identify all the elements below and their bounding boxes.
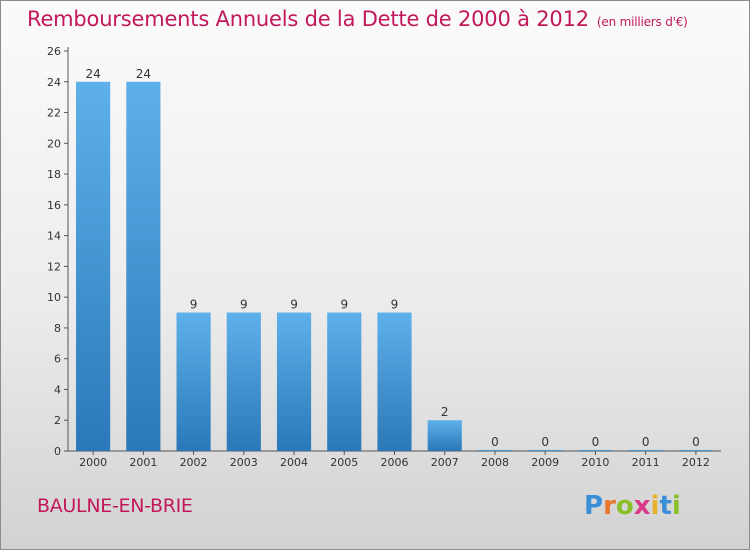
- logo-letter: x: [633, 491, 651, 521]
- proxiti-logo: Proxiti: [584, 491, 681, 521]
- y-tick-label: 0: [54, 445, 61, 458]
- y-tick-label: 10: [47, 291, 61, 304]
- bar-value-label: 0: [642, 435, 650, 449]
- x-tick-label: 2005: [330, 456, 358, 469]
- bar-value-label: 9: [240, 298, 248, 312]
- y-tick-label: 18: [47, 168, 61, 181]
- bar: [578, 450, 613, 451]
- bar-value-label: 9: [391, 298, 399, 312]
- x-tick-label: 2008: [481, 456, 509, 469]
- y-tick-label: 14: [47, 230, 61, 243]
- bar: [327, 312, 362, 451]
- bar-value-label: 24: [136, 67, 151, 81]
- bar-value-label: 9: [340, 298, 348, 312]
- logo-letter: r: [603, 491, 616, 521]
- logo-letter: i: [671, 491, 681, 521]
- bar-value-label: 2: [441, 405, 449, 419]
- x-tick-label: 2011: [632, 456, 660, 469]
- x-tick-label: 2000: [79, 456, 107, 469]
- y-tick-label: 26: [47, 45, 61, 58]
- chart-title: Remboursements Annuels de la Dette de 20…: [27, 7, 688, 31]
- x-tick-label: 2009: [531, 456, 559, 469]
- bar: [477, 450, 513, 451]
- bar-value-label: 9: [290, 298, 298, 312]
- bar-value-label: 0: [541, 435, 549, 449]
- bar: [528, 450, 563, 451]
- y-tick-label: 24: [47, 76, 61, 89]
- y-tick-label: 8: [54, 322, 61, 335]
- x-tick-label: 2012: [682, 456, 710, 469]
- x-tick-label: 2006: [381, 456, 409, 469]
- y-tick-label: 6: [54, 353, 61, 366]
- bar: [628, 450, 663, 451]
- x-tick-label: 2003: [230, 456, 258, 469]
- bar-value-label: 0: [692, 435, 700, 449]
- bar: [176, 312, 211, 451]
- bar: [126, 81, 161, 452]
- x-tick-label: 2004: [280, 456, 308, 469]
- bar: [76, 81, 111, 452]
- bar-value-label: 0: [592, 435, 600, 449]
- logo-letter: t: [659, 491, 672, 521]
- bar-value-label: 0: [491, 435, 499, 449]
- bar: [427, 420, 462, 451]
- y-tick-label: 22: [47, 107, 61, 120]
- y-tick-label: 4: [54, 383, 61, 396]
- chart-data-labels: 24 24 9 9 9 9 9 2 0 0 0 0 0: [85, 67, 699, 449]
- commune-name: BAULNE-EN-BRIE: [37, 495, 193, 517]
- chart-bars: [76, 81, 713, 452]
- logo-letter: i: [650, 491, 660, 521]
- x-tick-label: 2001: [129, 456, 157, 469]
- y-tick-label: 2: [54, 414, 61, 427]
- x-tick-label: 2010: [581, 456, 609, 469]
- chart-title-text: Remboursements Annuels de la Dette de 20…: [27, 7, 589, 31]
- chart-unit: (en milliers d'€): [596, 15, 688, 29]
- bar: [377, 312, 412, 451]
- logo-letter: P: [584, 491, 604, 521]
- bar-value-label: 24: [85, 67, 100, 81]
- y-tick-label: 20: [47, 137, 61, 150]
- x-tick-label: 2002: [180, 456, 208, 469]
- bar: [276, 312, 312, 451]
- y-tick-label: 16: [47, 199, 61, 212]
- bar: [678, 450, 713, 451]
- y-tick-label: 12: [47, 260, 61, 273]
- bar: [226, 312, 261, 451]
- logo-letter: o: [615, 491, 634, 521]
- x-tick-label: 2007: [431, 456, 459, 469]
- bar-value-label: 9: [190, 298, 198, 312]
